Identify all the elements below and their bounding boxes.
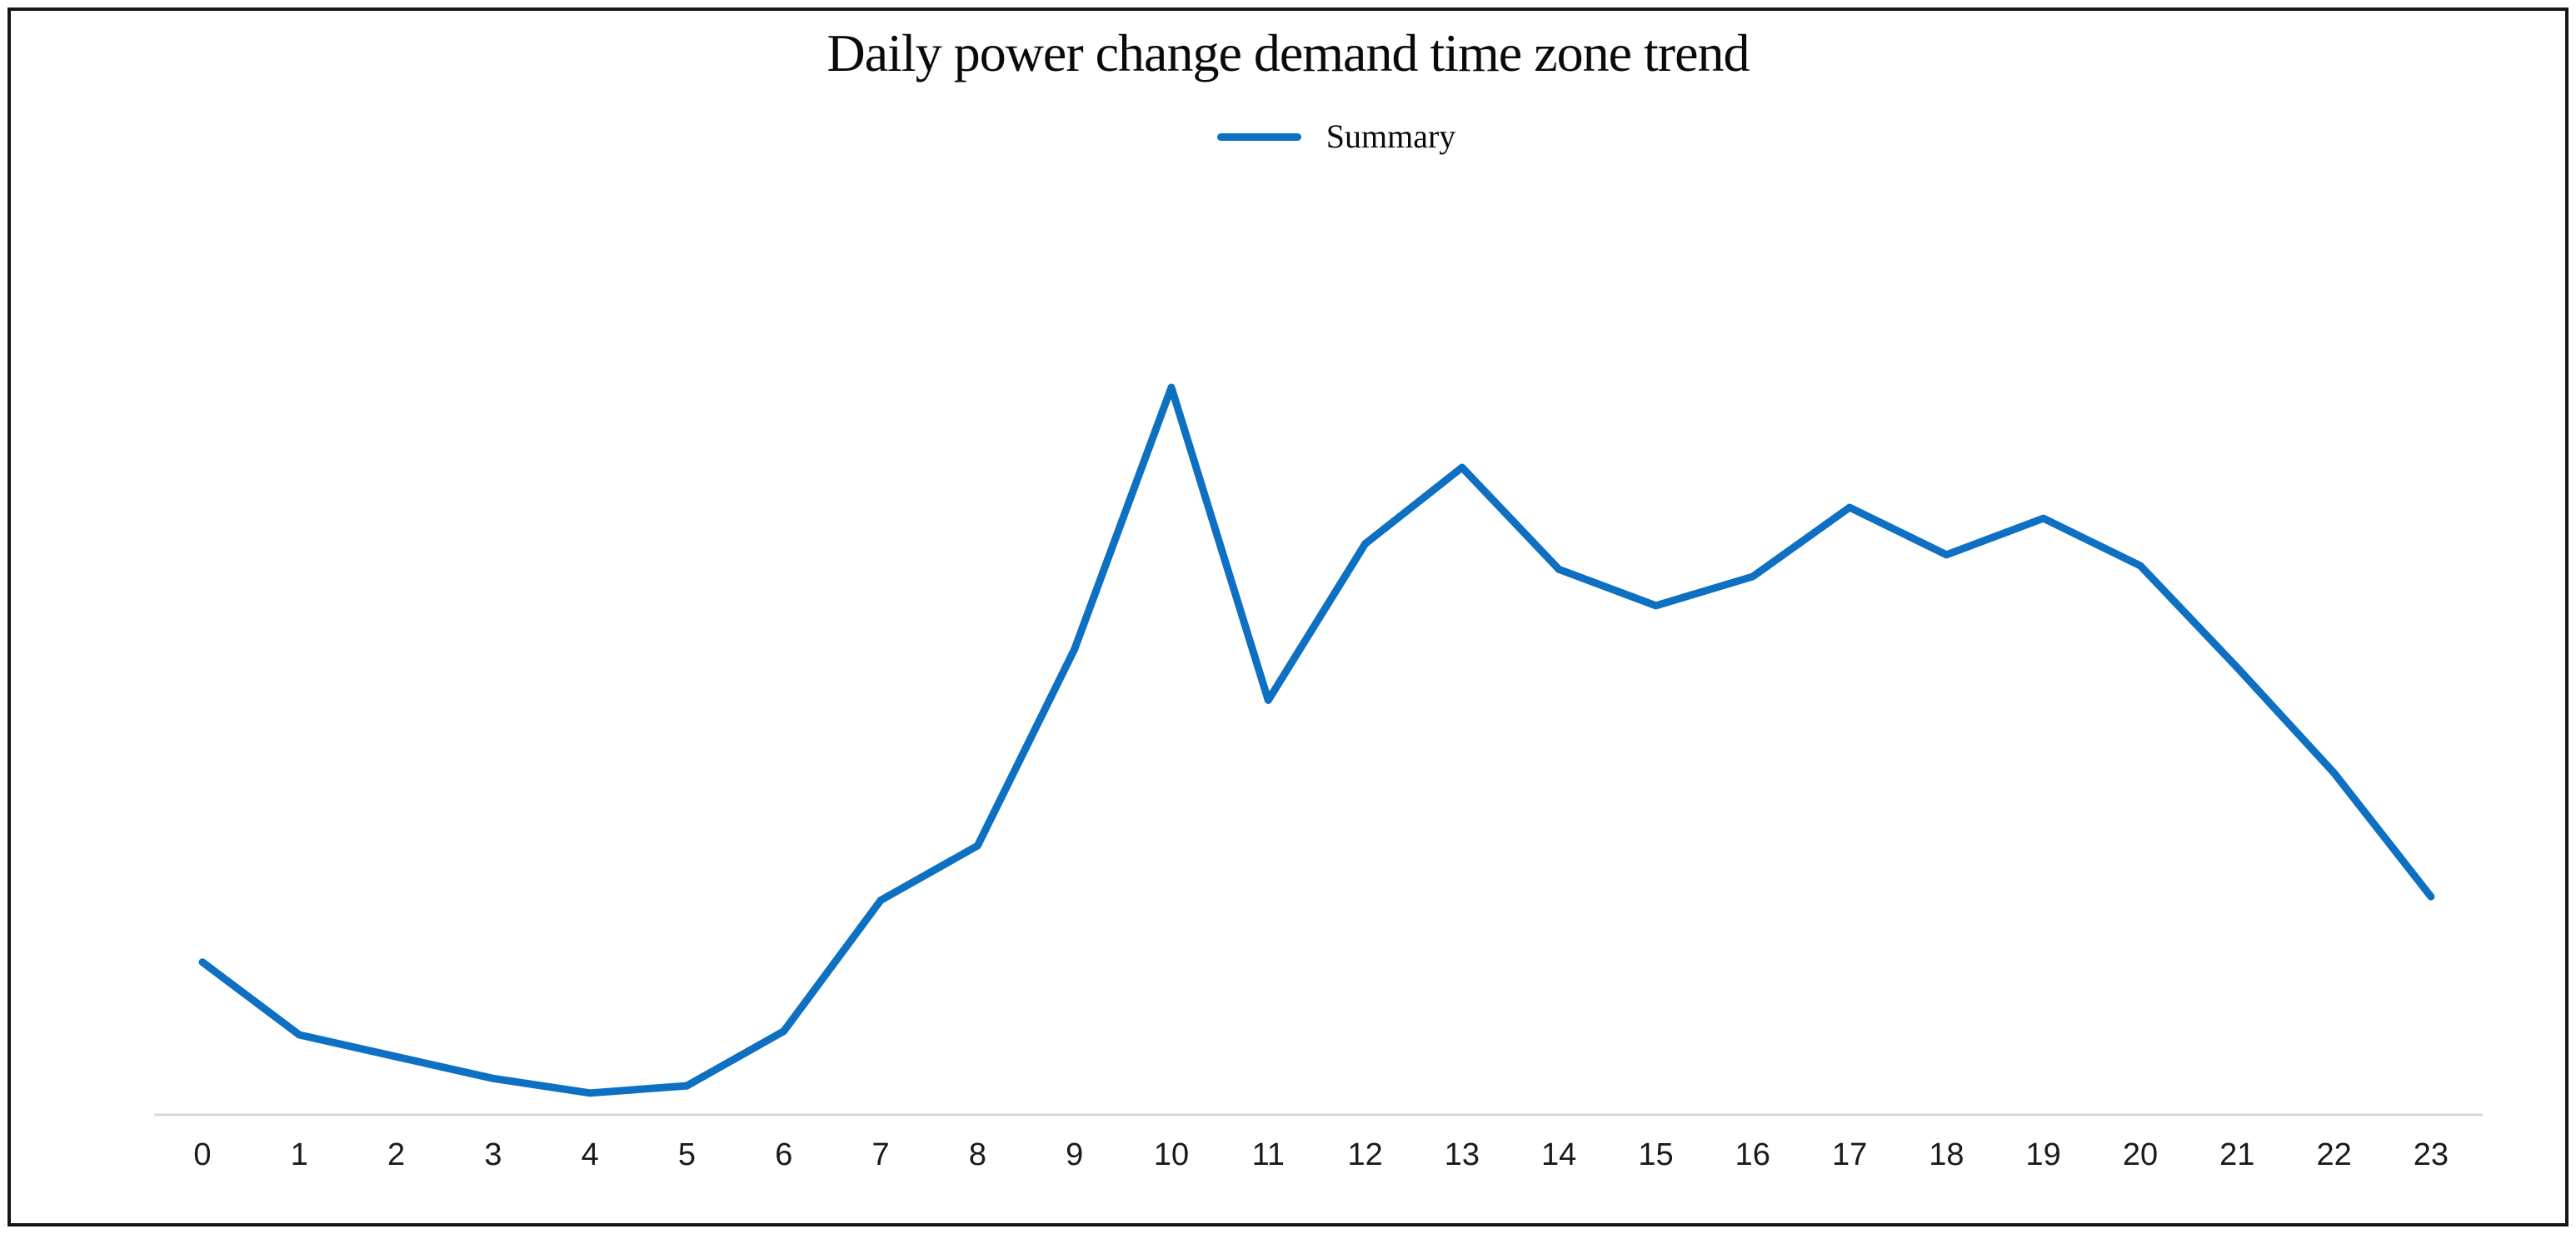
x-axis-label: 15 [1638,1137,1674,1172]
x-axis-label: 14 [1541,1137,1577,1172]
x-axis-label: 5 [677,1137,696,1172]
x-axis-label: 1 [290,1137,308,1172]
legend-label: Summary [1325,117,1456,155]
x-axis-label: 10 [1153,1137,1190,1172]
x-axis-label: 3 [484,1137,502,1172]
x-axis-label: 8 [968,1137,986,1172]
x-axis-label: 19 [2025,1137,2061,1172]
x-axis-label: 12 [1347,1137,1383,1172]
x-axis-label: 17 [1831,1137,1868,1172]
x-axis-label: 20 [2122,1137,2159,1172]
x-axis-label: 21 [2219,1137,2255,1172]
x-axis-label: 16 [1735,1137,1770,1172]
x-axis-label: 11 [1251,1137,1286,1172]
x-axis-label: 9 [1066,1137,1084,1172]
chart-frame [7,7,2569,1227]
summary-series-line [198,383,2435,1097]
x-axis-label: 18 [1929,1137,1964,1172]
x-axis-label: 2 [387,1137,406,1172]
x-axis-label: 13 [1444,1137,1480,1172]
x-axis-label: 22 [2316,1137,2352,1172]
x-axis-label: 7 [871,1137,890,1172]
x-axis-label: 4 [581,1137,599,1172]
legend-line-swatch [1216,132,1301,141]
chart-title: Daily power change demand time zone tren… [826,23,1750,82]
x-axis-label: 6 [775,1137,793,1172]
x-axis-label: 0 [193,1137,212,1172]
legend: Summary [48,113,2576,160]
x-axis-label: 23 [2413,1137,2449,1172]
